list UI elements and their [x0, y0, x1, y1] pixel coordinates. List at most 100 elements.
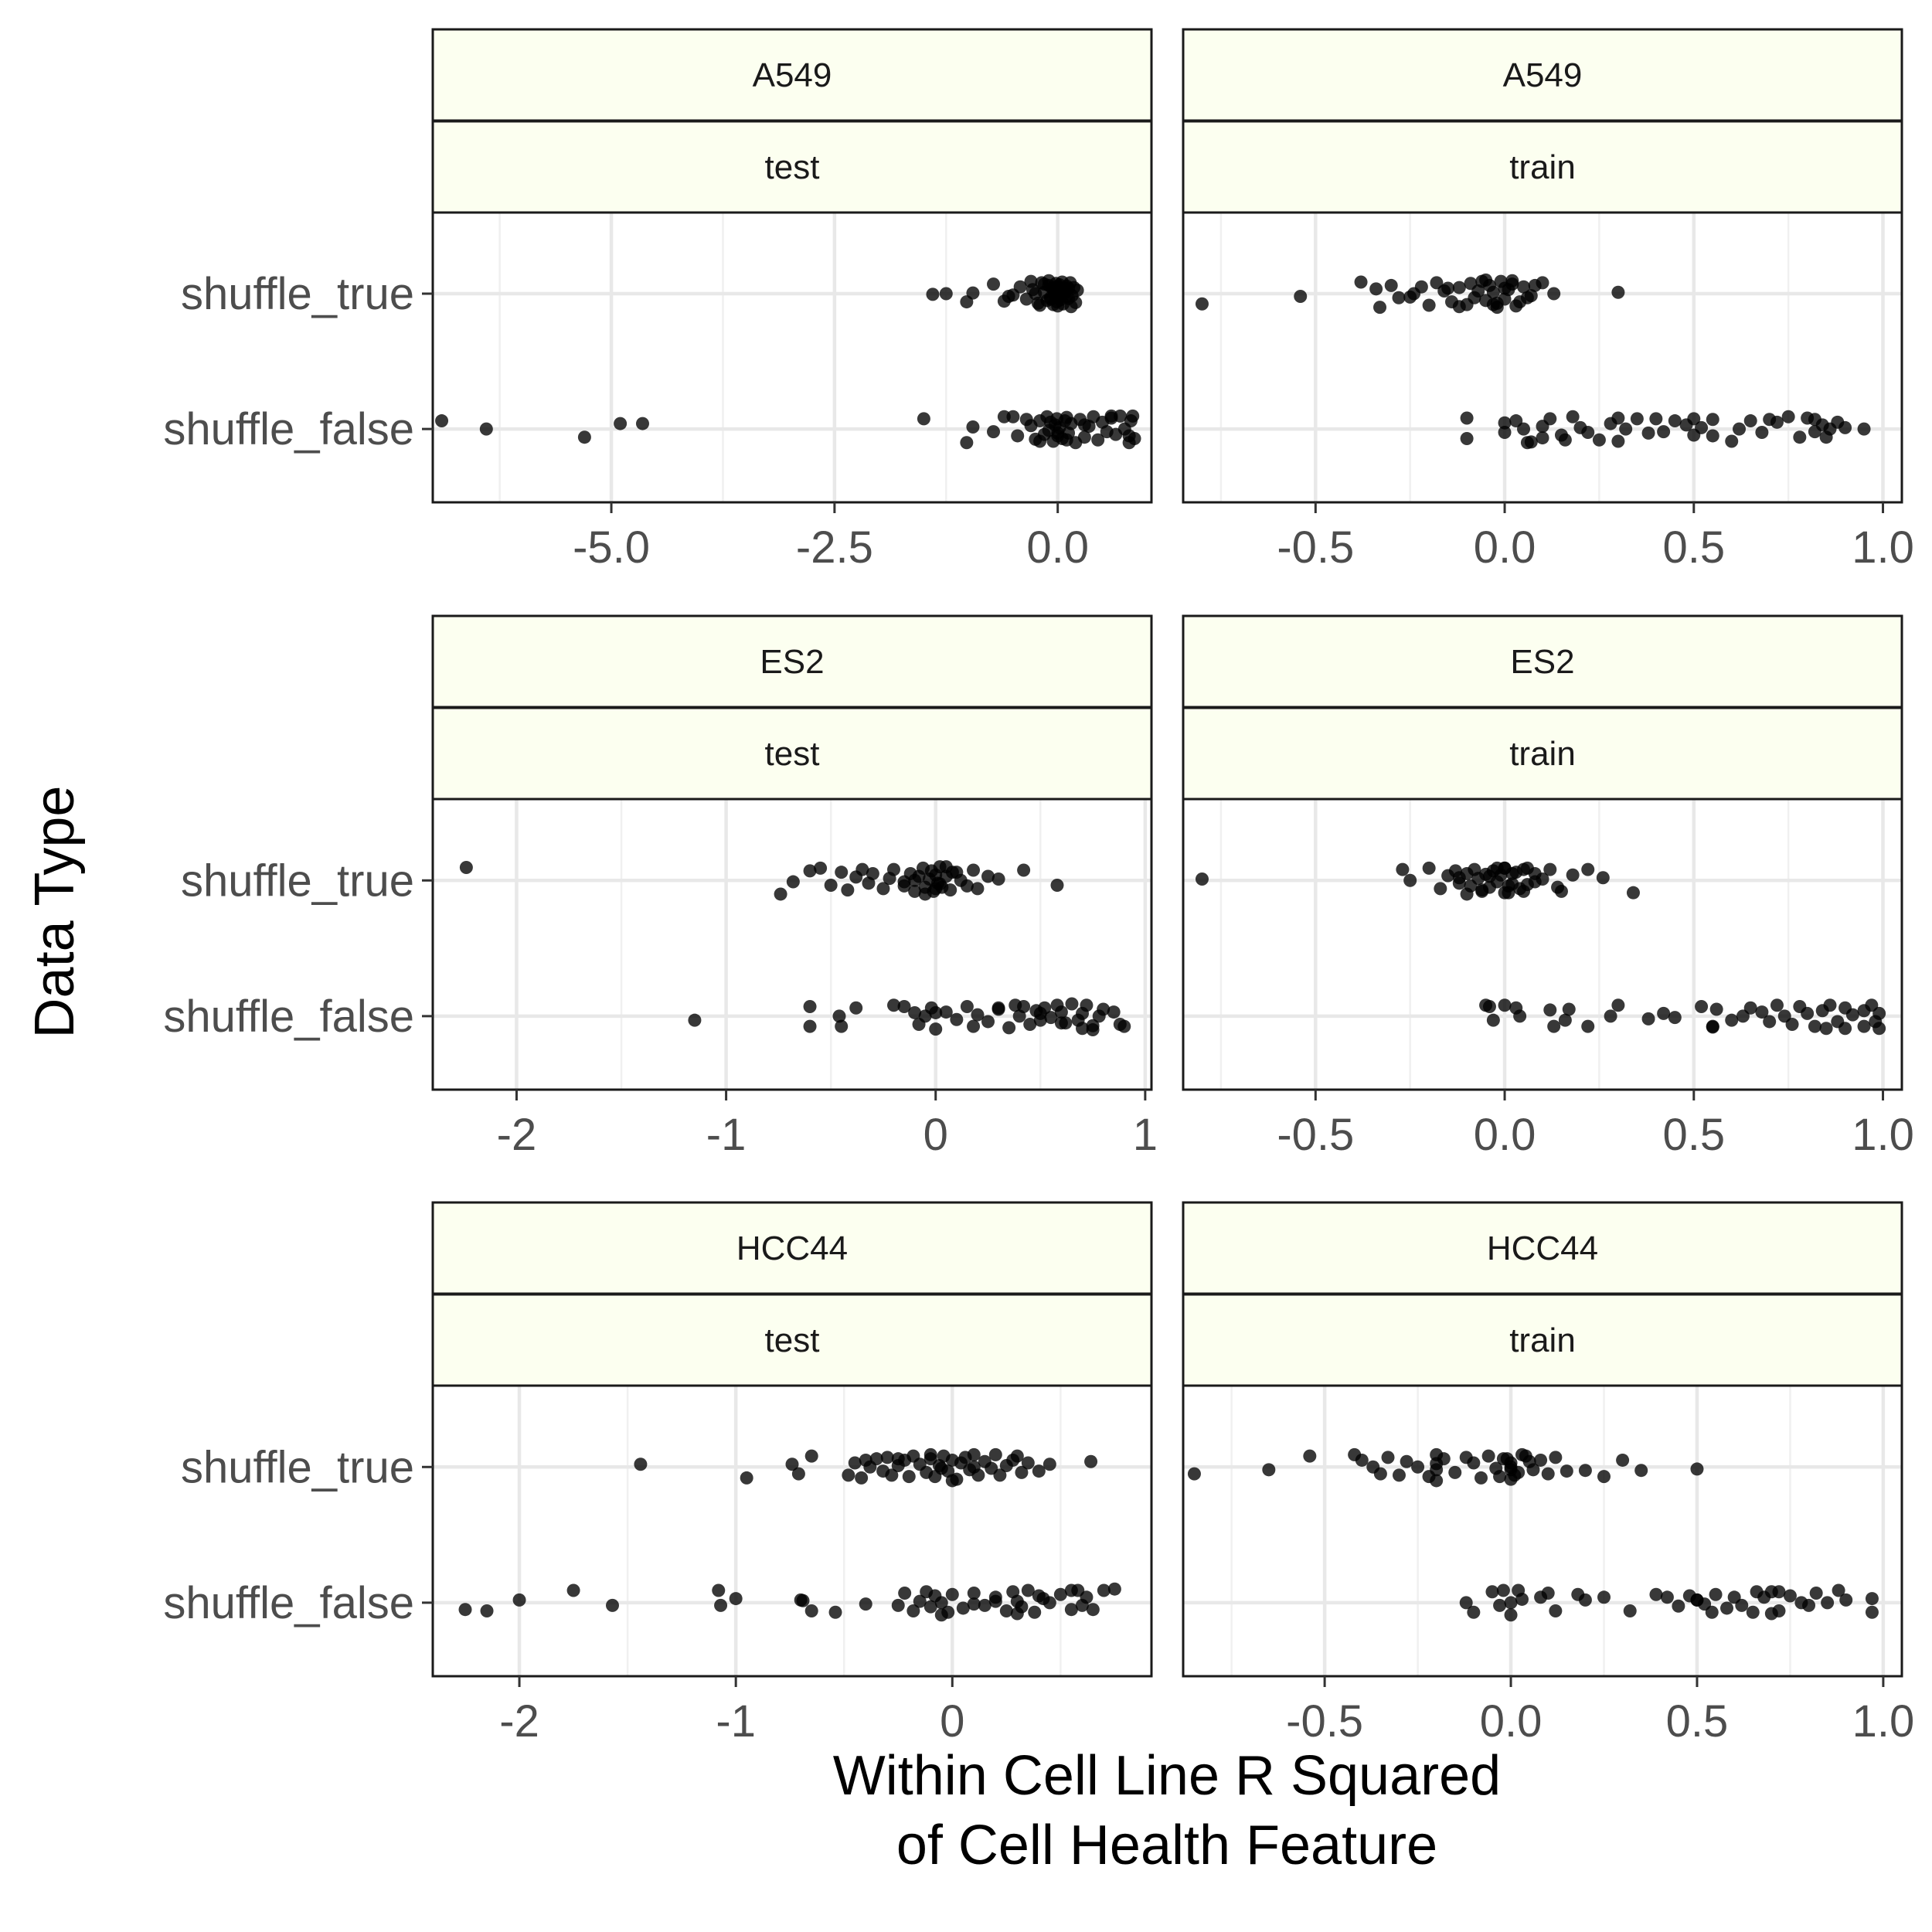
data-point-shuffle_false: [1460, 411, 1474, 425]
data-point-shuffle_false: [1770, 415, 1784, 429]
data-point-shuffle_false: [967, 1597, 981, 1611]
data-point-shuffle_true: [1543, 862, 1557, 876]
data-point-shuffle_false: [1543, 1003, 1557, 1017]
data-point-shuffle_false: [1611, 998, 1625, 1012]
data-point-shuffle_true: [1502, 879, 1515, 893]
x-tick-label: 0.0: [1026, 522, 1089, 573]
data-point-shuffle_false: [1839, 1593, 1853, 1607]
x-tick-label: -0.5: [1286, 1696, 1363, 1747]
data-point-shuffle_false: [1709, 1587, 1723, 1601]
data-point-shuffle_true: [1050, 878, 1064, 892]
data-point-shuffle_false: [934, 1596, 948, 1610]
data-point-shuffle_false: [945, 1587, 959, 1601]
data-point-shuffle_false: [688, 1013, 702, 1027]
data-point-shuffle_false: [1755, 1005, 1769, 1019]
x-tick-label: -1: [716, 1696, 756, 1747]
data-point-shuffle_true: [1049, 283, 1063, 297]
data-point-shuffle_false: [1498, 416, 1512, 430]
data-point-shuffle_false: [1077, 430, 1091, 444]
data-point-shuffle_false: [606, 1598, 619, 1612]
y-tick-label: shuffle_true: [181, 1442, 414, 1492]
data-point-shuffle_true: [1010, 1449, 1024, 1463]
data-point-shuffle_true: [824, 878, 838, 892]
data-point-shuffle_false: [1036, 1592, 1050, 1606]
data-point-shuffle_true: [1062, 281, 1076, 295]
data-point-shuffle_false: [999, 1604, 1013, 1617]
data-point-shuffle_false: [1054, 1016, 1068, 1030]
data-point-shuffle_false: [1033, 434, 1047, 448]
x-tick-label: 0: [940, 1696, 964, 1747]
x-tick-label: 0.5: [1666, 1696, 1729, 1747]
data-point-shuffle_true: [1021, 1456, 1035, 1470]
data-point-shuffle_true: [1547, 287, 1561, 301]
data-point-shuffle_true: [1403, 873, 1417, 887]
data-point-shuffle_false: [1872, 1022, 1886, 1036]
data-point-shuffle_false: [479, 422, 493, 436]
data-point-shuffle_true: [1369, 282, 1383, 296]
data-point-shuffle_false: [1725, 434, 1739, 448]
data-point-shuffle_true: [1400, 1454, 1413, 1468]
data-point-shuffle_false: [1649, 412, 1663, 426]
data-point-shuffle_true: [945, 866, 959, 879]
data-point-shuffle_false: [1122, 429, 1136, 443]
data-point-shuffle_true: [1437, 1452, 1451, 1466]
x-tick-label: -1: [706, 1110, 747, 1160]
strip-set-label: train: [1509, 735, 1576, 773]
data-point-shuffle_false: [1064, 1583, 1078, 1597]
data-point-shuffle_false: [480, 1604, 494, 1617]
data-point-shuffle_false: [566, 1583, 580, 1597]
data-point-shuffle_true: [791, 1467, 805, 1481]
data-point-shuffle_false: [1657, 1006, 1671, 1020]
data-point-shuffle_false: [1496, 1583, 1510, 1597]
data-point-shuffle_false: [1802, 1598, 1816, 1612]
data-point-shuffle_false: [1785, 1017, 1799, 1031]
panel-border: [431, 211, 1153, 504]
data-point-shuffle_false: [1668, 414, 1682, 428]
data-point-shuffle_false: [1746, 1605, 1760, 1619]
data-point-shuffle_false: [929, 1005, 943, 1019]
data-point-shuffle_false: [1706, 413, 1719, 427]
data-point-shuffle_false: [1743, 414, 1757, 428]
data-point-shuffle_false: [1733, 422, 1747, 436]
data-point-shuffle_true: [1195, 297, 1209, 311]
y-tick-label: shuffle_false: [163, 404, 414, 454]
x-tick-label: -0.5: [1277, 522, 1354, 573]
data-point-shuffle_true: [908, 873, 922, 887]
data-point-shuffle_false: [1107, 1582, 1121, 1596]
data-point-shuffle_false: [1021, 1583, 1035, 1597]
data-point-shuffle_true: [1441, 281, 1455, 295]
data-point-shuffle_true: [1460, 887, 1474, 901]
y-tick-label: shuffle_true: [181, 855, 414, 906]
data-point-shuffle_true: [1534, 1453, 1548, 1467]
data-point-shuffle_false: [1809, 1587, 1823, 1600]
data-point-shuffle_false: [1513, 1009, 1527, 1023]
data-point-shuffle_false: [1023, 1017, 1037, 1031]
data-point-shuffle_true: [869, 1452, 883, 1466]
x-tick-label: 0.0: [1474, 1110, 1536, 1160]
data-point-shuffle_false: [435, 414, 449, 428]
data-point-shuffle_false: [1091, 433, 1105, 447]
data-point-shuffle_false: [967, 1019, 981, 1033]
data-point-shuffle_true: [1043, 292, 1057, 306]
data-point-shuffle_false: [917, 412, 930, 426]
data-point-shuffle_true: [841, 883, 855, 897]
data-point-shuffle_false: [1808, 425, 1821, 439]
data-point-shuffle_false: [1086, 1603, 1100, 1617]
data-point-shuffle_false: [1011, 429, 1025, 443]
data-point-shuffle_true: [1392, 1468, 1406, 1482]
data-point-shuffle_true: [1187, 1467, 1201, 1481]
panel-a549-train: A549 train -0.5 0.0 0.5 1.0: [1182, 28, 1914, 573]
data-point-shuffle_true: [740, 1471, 753, 1485]
data-point-shuffle_false: [1017, 1000, 1031, 1014]
data-point-shuffle_true: [897, 875, 911, 889]
data-point-shuffle_true: [1396, 862, 1410, 876]
data-point-shuffle_true: [971, 1468, 985, 1482]
data-point-shuffle_true: [967, 1447, 981, 1461]
data-point-shuffle_true: [1482, 869, 1496, 883]
data-point-shuffle_true: [1064, 300, 1078, 314]
data-point-shuffle_false: [1838, 1022, 1852, 1036]
data-point-shuffle_false: [1033, 1013, 1047, 1027]
data-point-shuffle_false: [1485, 1585, 1499, 1599]
data-point-shuffle_true: [785, 1458, 799, 1471]
strip-set-label: train: [1509, 1321, 1576, 1359]
